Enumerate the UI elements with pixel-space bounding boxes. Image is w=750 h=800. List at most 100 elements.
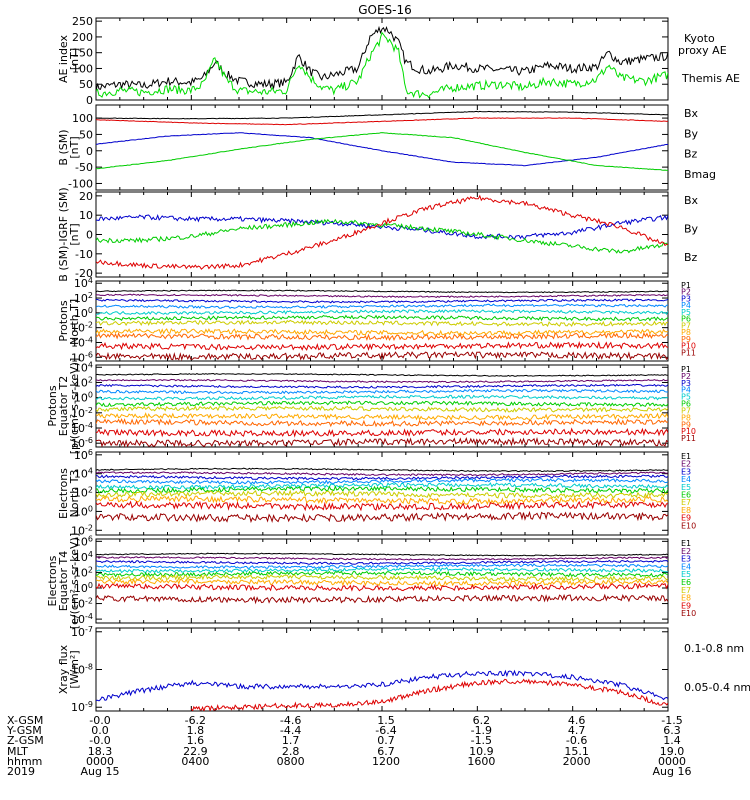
y-tick-label: 102 [74, 291, 93, 305]
ephemeris-table: X-GSMY-GSMZ-GSMMLThhmm2019-0.00.0-0.018.… [6, 714, 691, 778]
legend-By: By [684, 222, 699, 235]
series-line-E4 [96, 477, 668, 485]
y-tick-label: 50 [79, 78, 93, 91]
panel-frame [95, 280, 669, 362]
ephemeris-value: -1.5 [471, 734, 492, 747]
plot-title: GOES-16 [358, 3, 412, 17]
series-line-P11 [96, 350, 668, 361]
legend-P6: P6 [681, 315, 691, 324]
y-tick-label: 10-4 [71, 335, 93, 349]
ephemeris-value: -4.4 [280, 724, 301, 737]
y-tick-label: 104 [74, 550, 93, 564]
legend-E10: E10 [681, 609, 696, 618]
y-tick-label: 10-8 [71, 663, 93, 677]
y-tick-label: 102 [74, 375, 93, 389]
ephemeris-row-label: 2019 [7, 765, 35, 778]
series-line-E7 [96, 489, 668, 499]
series-line-E1 [96, 467, 668, 473]
legend-Bx: Bx [684, 107, 699, 120]
y-axis-label: Equator T4 [57, 551, 70, 611]
y-axis-label: [e/(cm²-s-sr-keV)] [68, 533, 81, 629]
ephemeris-value: 0.0 [91, 724, 109, 737]
y-tick-label: 10 [79, 209, 93, 222]
series-line-P6 [96, 400, 668, 408]
ephemeris-row-label: Y-GSM [6, 724, 42, 737]
y-axis-label: North T3 [68, 470, 81, 518]
y-tick-label: 104 [74, 467, 93, 481]
y-axis-label: Protons [46, 385, 59, 426]
legend-E7: E7 [681, 498, 691, 507]
legend-P8: P8 [681, 328, 691, 337]
y-tick-label: 10-2 [71, 597, 93, 611]
series-line-E6 [96, 485, 668, 494]
ephemeris-row-label: MLT [7, 745, 28, 758]
y-axis-label: [W/m²] [68, 650, 81, 688]
series-line [96, 132, 668, 171]
ephemeris-value: 1.4 [663, 734, 681, 747]
ephemeris-value: 6.7 [377, 745, 395, 758]
legend-E8: E8 [681, 594, 691, 603]
legend-P6: P6 [681, 400, 691, 409]
y-axis-label: [p/(cm²-s-sr-keV)] [68, 358, 81, 455]
y-tick-label: 100 [74, 306, 93, 320]
legend-P2: P2 [681, 288, 691, 297]
y-axis-label: Protons [57, 300, 70, 341]
legend-P10: P10 [681, 427, 696, 436]
series-line [96, 110, 668, 120]
ephemeris-value: 19.0 [660, 745, 685, 758]
series-line-E8 [96, 495, 668, 506]
series-line-E7 [96, 573, 668, 583]
series-line-E10 [96, 510, 668, 524]
y-tick-label: 10-9 [71, 700, 93, 714]
panel-data [96, 194, 668, 270]
legend-P5: P5 [681, 393, 691, 402]
series-line-P5 [96, 309, 668, 316]
series-line-E4 [96, 563, 668, 570]
y-tick-label: -50 [75, 161, 93, 174]
series-line [96, 194, 668, 270]
legend-xray-long: 0.1-0.8 nm [684, 642, 744, 655]
legend-E3: E3 [681, 555, 691, 564]
legend-E1: E1 [681, 539, 691, 548]
ephemeris-value: 2.8 [282, 745, 300, 758]
y-tick-label: 10-4 [71, 421, 93, 435]
y-axis-label: Equator T2 [57, 376, 70, 436]
y-tick-label: 150 [72, 47, 93, 60]
series-line-E3 [96, 474, 668, 481]
y-tick-label: 200 [72, 31, 93, 44]
y-tick-label: 104 [74, 360, 93, 374]
series-line-P8 [96, 327, 668, 337]
ephemeris-row-label: Z-GSM [7, 734, 44, 747]
series-line-E2 [96, 471, 668, 477]
ephemeris-value: -0.0 [89, 714, 110, 727]
y-tick-label: 100 [74, 391, 93, 405]
ephemeris-value: 1.5 [377, 714, 395, 727]
ephemeris-row-label: X-GSM [7, 714, 43, 727]
series-line-E6 [96, 570, 668, 578]
ephemeris-value: 1.8 [187, 724, 205, 737]
series-line-P2 [96, 293, 668, 299]
y-tick-label: 0 [86, 229, 93, 242]
y-tick-label: 100 [72, 112, 93, 125]
series-line-P3 [96, 383, 668, 389]
y-tick-label: 10-7 [71, 625, 93, 639]
legend-Bz: Bz [684, 148, 698, 161]
legend-P7: P7 [681, 321, 691, 330]
ephemeris-value: 4.6 [568, 714, 586, 727]
y-tick-label: 106 [74, 448, 93, 462]
y-tick-label: 102 [74, 486, 93, 500]
y-tick-label: 10-2 [71, 406, 93, 420]
ephemeris-value: 0.7 [377, 734, 395, 747]
legend-P4: P4 [681, 386, 691, 395]
legend-E4: E4 [681, 562, 691, 571]
series-line [96, 31, 668, 99]
legend-xray-short: 0.05-0.4 nm [684, 681, 750, 694]
legend-E3: E3 [681, 467, 691, 476]
ephemeris-row-label: hhmm [7, 755, 42, 768]
y-tick-label: 10-2 [71, 321, 93, 335]
